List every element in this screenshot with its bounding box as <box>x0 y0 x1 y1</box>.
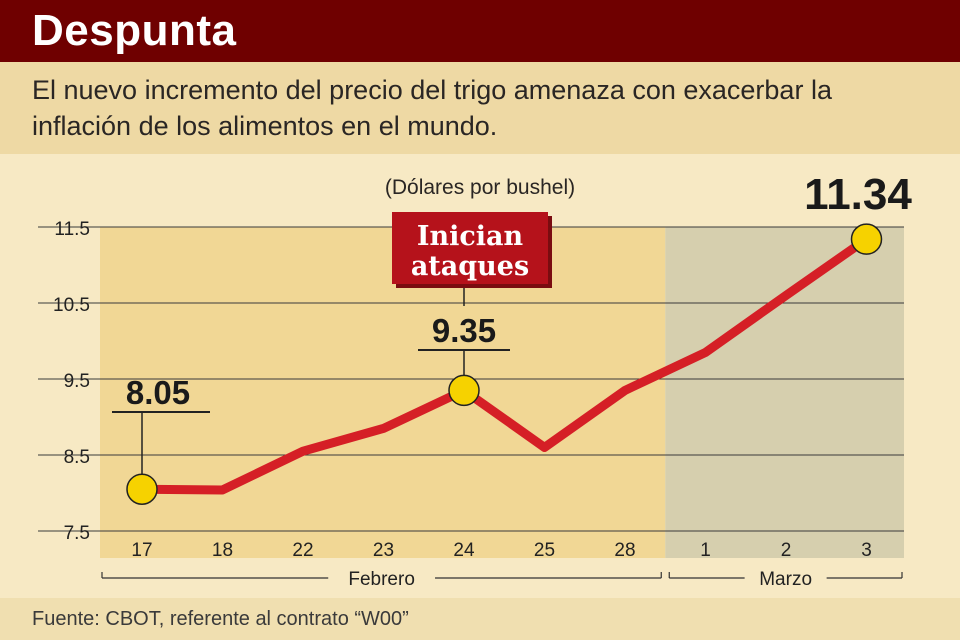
y-tick-label: 9.5 <box>64 371 90 392</box>
y-tick-label: 7.5 <box>64 523 90 544</box>
chart-area: 7.5 8.5 9.5 10.5 11.5 (Dólares por bushel) 17 1… <box>0 154 960 596</box>
y-tick-label: 11.5 <box>54 219 90 240</box>
month-label: Febrero <box>348 569 415 590</box>
highlight-marker <box>126 473 158 505</box>
x-tick-label: 22 <box>292 540 313 561</box>
x-tick-label: 18 <box>212 540 233 561</box>
x-tick-label: 28 <box>614 540 635 561</box>
x-tick-label: 23 <box>373 540 394 561</box>
february-band <box>100 227 666 558</box>
chart-subtitle: El nuevo incremento del precio del trigo… <box>32 75 832 141</box>
annotation-text: Inician <box>417 221 524 252</box>
chart-title: Despunta <box>32 6 237 55</box>
x-tick-label: 3 <box>861 540 872 561</box>
x-tick-label: 24 <box>453 540 475 561</box>
value-label: 11.34 <box>804 170 912 219</box>
source-note: Fuente: CBOT, referente al contrato “W00… <box>32 608 409 630</box>
footer-band: Fuente: CBOT, referente al contrato “W00… <box>0 598 960 640</box>
wheat-price-chart: 7.5 8.5 9.5 10.5 11.5 (Dólares por bushel) 17 1… <box>38 170 912 590</box>
y-tick-label: 10.5 <box>53 295 90 316</box>
value-label: 9.35 <box>432 312 496 349</box>
x-tick-label: 1 <box>700 540 711 561</box>
subtitle-band: El nuevo incremento del precio del trigo… <box>0 62 960 154</box>
value-label: 8.05 <box>126 374 190 411</box>
x-tick-label: 2 <box>781 540 792 561</box>
march-band <box>665 227 904 558</box>
highlight-marker <box>448 374 480 407</box>
x-tick-label: 17 <box>131 540 152 561</box>
month-label: Marzo <box>759 569 812 590</box>
y-tick-label: 8.5 <box>64 447 90 468</box>
annotation-box <box>392 212 548 284</box>
annotation-text: ataques <box>411 251 529 282</box>
highlight-marker <box>850 223 883 255</box>
x-tick-label: 25 <box>534 540 555 561</box>
unit-label: (Dólares por bushel) <box>385 176 575 199</box>
series-line <box>137 234 871 495</box>
title-bar: Despunta <box>0 0 960 62</box>
